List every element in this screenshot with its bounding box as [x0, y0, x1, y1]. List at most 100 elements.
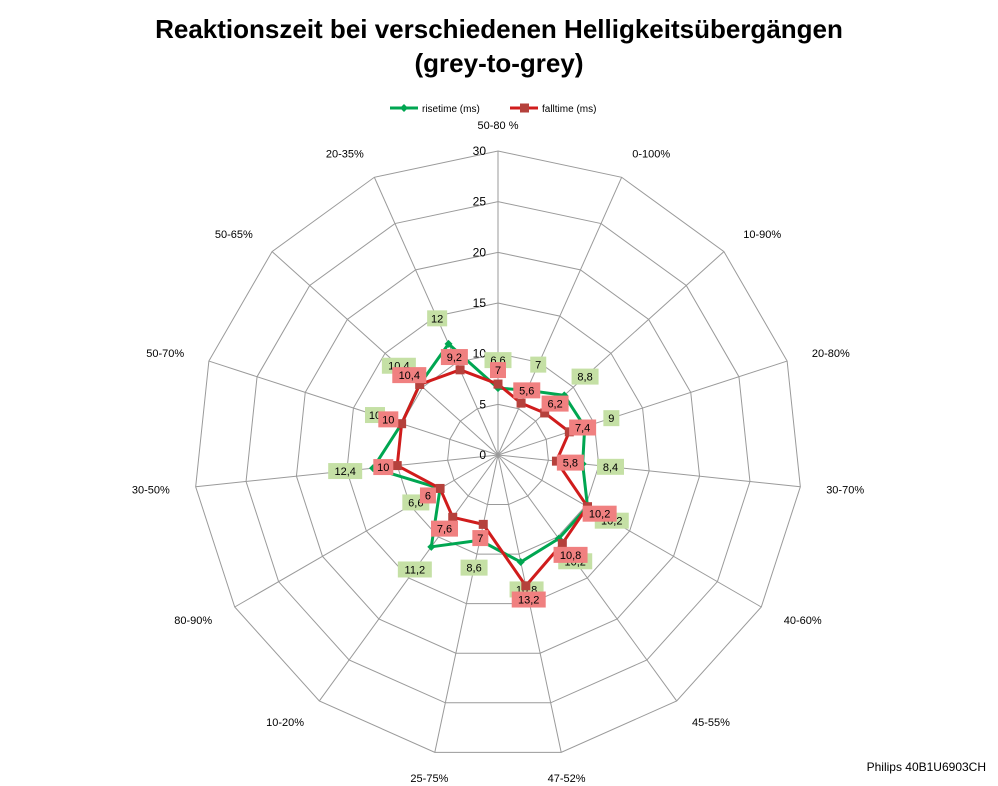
data-label-bg	[397, 561, 432, 578]
grid-spoke	[208, 360, 499, 456]
data-label-bg	[440, 349, 468, 366]
data-label: 7,4	[575, 423, 590, 435]
radial-tick-label: 5	[479, 397, 486, 411]
radar-grid	[195, 150, 801, 753]
category-label: 45-55%	[692, 717, 730, 729]
radial-tick-label: 20	[473, 245, 487, 259]
data-label: 5,8	[563, 458, 578, 470]
radial-tick-label: 25	[473, 195, 487, 209]
data-label: 7,6	[437, 524, 452, 536]
data-label-bg	[582, 505, 617, 522]
category-label: 0-100%	[632, 149, 670, 161]
grid-spoke	[434, 454, 499, 753]
data-point	[397, 419, 407, 429]
data-label: 7	[495, 365, 501, 377]
data-label-bg	[569, 419, 597, 436]
data-label-bg	[556, 454, 584, 471]
category-label: 50-70%	[146, 348, 184, 360]
data-label: 8,4	[603, 462, 618, 474]
radial-tick-label: 15	[473, 296, 487, 310]
data-label: 12,4	[334, 466, 355, 478]
data-point	[521, 581, 531, 591]
data-label: 9	[608, 413, 614, 425]
grid-spoke	[497, 454, 801, 488]
grid-ring	[396, 353, 600, 555]
category-label: 25-75%	[410, 773, 448, 785]
data-point	[427, 542, 436, 551]
data-label-bg	[541, 395, 569, 412]
data-label-bg	[472, 530, 489, 547]
grid-spoke	[497, 177, 623, 456]
grid-spoke	[234, 454, 499, 608]
radial-tick-label: 0	[479, 448, 486, 462]
data-label-bg	[553, 546, 588, 563]
data-label-bg	[571, 368, 599, 385]
category-label: 50-80 %	[478, 120, 519, 132]
data-label: 6,6	[408, 497, 423, 509]
grid-spoke	[271, 251, 499, 456]
data-label-bg	[378, 411, 399, 428]
data-point	[540, 408, 550, 418]
grid-ring	[346, 302, 650, 605]
category-label: 40-60%	[784, 615, 822, 627]
grid-spoke	[497, 251, 725, 456]
legend-label: risetime (ms)	[422, 104, 480, 115]
category-label: 30-50%	[132, 484, 170, 496]
data-point	[557, 539, 567, 549]
data-label: 10,8	[560, 550, 581, 562]
data-label: 7	[535, 360, 541, 372]
grid-ring	[195, 150, 801, 753]
data-label: 10	[377, 462, 389, 474]
data-label-bg	[530, 356, 547, 373]
data-label: 8,6	[466, 563, 481, 575]
data-label: 5,6	[519, 385, 534, 397]
legend: risetime (ms) falltime (ms)	[390, 103, 596, 115]
category-label: 30-70%	[826, 484, 864, 496]
data-label-bg	[513, 382, 541, 399]
category-label: 80-90%	[174, 615, 212, 627]
data-point	[455, 365, 465, 375]
data-label-bg	[603, 410, 620, 427]
data-point	[448, 512, 458, 522]
data-label: 10,2	[589, 509, 610, 521]
data-label: 8,8	[577, 372, 592, 384]
data-label: 7	[477, 533, 483, 545]
chart-title: Reaktionszeit bei verschiedenen Helligke…	[0, 12, 998, 80]
data-label-bg	[490, 362, 506, 379]
legend-label: falltime (ms)	[542, 104, 596, 115]
data-point	[478, 519, 488, 529]
data-label: 6,2	[547, 399, 562, 411]
category-label: 50-65%	[215, 229, 253, 241]
radial-tick-label: 10	[473, 347, 487, 361]
data-point	[435, 483, 445, 493]
series-line	[395, 368, 590, 588]
data-label-bg	[419, 487, 436, 504]
grid-ring	[447, 403, 549, 506]
data-label-bg	[460, 559, 488, 576]
grid-spoke	[497, 454, 678, 702]
data-point	[493, 379, 503, 389]
legend-marker	[400, 104, 408, 112]
data-label: 10	[382, 414, 394, 426]
grid-spoke	[497, 360, 788, 456]
data-label-bg	[427, 310, 448, 327]
data-label-bg	[392, 367, 427, 384]
data-point	[415, 379, 425, 389]
category-label: 10-20%	[266, 717, 304, 729]
data-label-bg	[431, 520, 459, 537]
grid-ring	[295, 251, 701, 654]
data-point	[516, 398, 526, 408]
data-label-bg	[373, 459, 394, 476]
data-label: 11,2	[405, 564, 426, 576]
data-point	[516, 558, 525, 567]
footer-note: Philips 40B1U6903CH	[866, 760, 986, 774]
data-point	[444, 339, 453, 348]
grid-spoke	[497, 454, 762, 608]
grid-spoke	[318, 454, 499, 702]
data-label-bg	[328, 463, 363, 480]
data-point	[392, 461, 402, 471]
data-label: 6	[425, 490, 431, 502]
category-label: 20-80%	[812, 348, 850, 360]
category-label: 10-90%	[743, 229, 781, 241]
